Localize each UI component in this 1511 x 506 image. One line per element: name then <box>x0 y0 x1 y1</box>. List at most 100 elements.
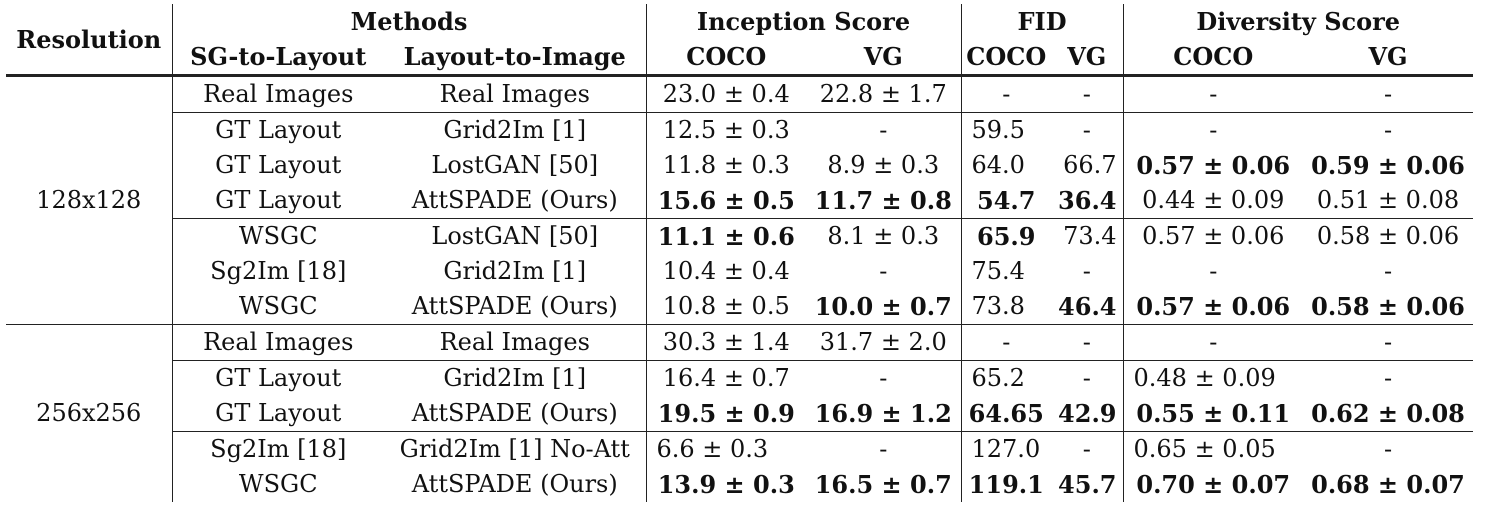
cell-l2i: AttSPADE (Ours) <box>384 289 646 325</box>
cell-fid-vg: - <box>1051 112 1123 148</box>
cell-is-vg: 8.9 ± 0.3 <box>827 151 940 179</box>
cell-ds-coco: - <box>1122 74 1303 113</box>
cell-is-vg: 16.9 ± 1.2 <box>814 399 952 428</box>
cell-ds-coco: 0.57 ± 0.06 <box>1122 218 1303 254</box>
cell-is-vg: 8.1 ± 0.3 <box>806 218 961 254</box>
header-fid-coco: COCO <box>960 39 1051 76</box>
table-row: WSGC AttSPADE (Ours) 10.8 ± 0.5 10.0 ± 0… <box>6 289 1473 325</box>
cell-is-vg: 11.7 ± 0.8 <box>814 186 952 215</box>
header-layout-to-image: Layout-to-Image <box>403 42 626 71</box>
cell-sg: Sg2Im [18] <box>171 254 384 289</box>
cell-fid-coco: 64.0 <box>960 148 1051 183</box>
cell-sg: GT Layout <box>171 360 384 396</box>
cell-sg: Sg2Im [18] <box>171 431 384 467</box>
cell-is-coco: 30.3 ± 1.4 <box>645 324 806 361</box>
header-is-vg: VG <box>863 42 903 71</box>
cell-ds-coco: 0.57 ± 0.06 <box>1122 289 1303 325</box>
table-row: GT Layout Grid2Im [1] 12.5 ± 0.3 - 59.5 … <box>6 112 1473 148</box>
cell-ds-coco: 0.55 ± 0.11 <box>1122 396 1303 432</box>
cell-fid-vg: - <box>1051 360 1123 396</box>
table-row: Sg2Im [18] Grid2Im [1] No-Att 6.6 ± 0.3 … <box>6 431 1473 467</box>
cell-is-coco: 15.6 ± 0.5 <box>645 183 806 219</box>
cell-ds-coco: 0.57 ± 0.06 <box>1122 148 1303 183</box>
cell-l2i: Grid2Im [1] No-Att <box>384 431 646 467</box>
cell-is-vg: 31.7 ± 2.0 <box>819 328 947 356</box>
header-fid-vg: VG <box>1067 42 1107 71</box>
cell-ds-vg: - <box>1303 74 1473 113</box>
header-methods: Methods <box>171 4 646 39</box>
group-resolution: 256x256 <box>6 324 172 502</box>
cell-is-coco: 19.5 ± 0.9 <box>645 396 806 432</box>
cell-ds-vg: - <box>1303 431 1473 467</box>
cell-is-coco: 23.0 ± 0.4 <box>645 74 806 113</box>
cell-sg: WSGC <box>171 289 384 325</box>
cell-is-vg: - <box>806 112 961 148</box>
header-ds-coco: COCO <box>1122 39 1303 76</box>
cell-l2i: AttSPADE (Ours) <box>411 399 618 427</box>
header-ds-vg: VG <box>1368 42 1408 71</box>
header-diversity-score: Diversity Score <box>1122 4 1473 39</box>
cell-ds-coco: - <box>1122 254 1303 289</box>
cell-ds-coco: 0.48 ± 0.09 <box>1122 360 1303 396</box>
cell-is-vg: 16.5 ± 0.7 <box>814 470 952 499</box>
cell-sg: WSGC <box>171 467 384 502</box>
cell-ds-vg: - <box>1383 328 1393 356</box>
cell-fid-coco: - <box>960 74 1051 113</box>
cell-l2i: AttSPADE (Ours) <box>411 186 618 214</box>
cell-sg: WSGC <box>171 218 384 254</box>
cell-sg: Real Images <box>171 324 384 361</box>
cell-is-coco: 12.5 ± 0.3 <box>645 112 806 148</box>
cell-l2i: Real Images <box>384 74 646 113</box>
cell-is-coco: 6.6 ± 0.3 <box>645 431 806 467</box>
cell-fid-vg: 36.4 <box>1058 186 1117 215</box>
cell-l2i: AttSPADE (Ours) <box>411 470 618 498</box>
cell-is-coco: 10.8 ± 0.5 <box>645 289 806 325</box>
cell-fid-vg: 66.7 <box>1063 151 1117 179</box>
cell-ds-vg: 0.68 ± 0.07 <box>1311 470 1465 499</box>
cell-l2i: Grid2Im [1] <box>384 360 646 396</box>
table-row: 256x256 Real Images Real Images 30.3 ± 1… <box>6 324 1473 502</box>
cell-ds-vg: 0.58 ± 0.06 <box>1303 218 1473 254</box>
cell-sg: GT Layout <box>171 183 384 219</box>
cell-sg: GT Layout <box>171 112 384 148</box>
cell-fid-coco: 65.9 <box>960 218 1051 254</box>
cell-ds-vg: 0.62 ± 0.08 <box>1311 399 1465 428</box>
cell-fid-vg: 73.4 <box>1051 218 1123 254</box>
cell-fid-vg: - <box>1082 328 1091 356</box>
cell-sg: Real Images <box>171 74 384 113</box>
cell-ds-coco: 0.70 ± 0.07 <box>1122 467 1303 502</box>
table-row: Sg2Im [18] Grid2Im [1] 10.4 ± 0.4 - 75.4… <box>6 254 1473 289</box>
cell-is-vg: - <box>806 360 961 396</box>
cell-is-coco: 16.4 ± 0.7 <box>645 360 806 396</box>
cell-sg: GT Layout <box>171 396 384 432</box>
cell-fid-coco: 73.8 <box>960 289 1051 325</box>
cell-fid-vg: - <box>1051 74 1123 113</box>
cell-l2i: Grid2Im [1] <box>384 112 646 148</box>
cell-l2i: LostGAN [50] <box>431 151 599 179</box>
cell-is-coco: 11.8 ± 0.3 <box>645 148 806 183</box>
cell-fid-coco: 59.5 <box>960 112 1051 148</box>
cell-l2i: Real Images <box>439 328 590 356</box>
group-resolution: 128x128 <box>6 74 172 325</box>
cell-ds-vg: 0.58 ± 0.06 <box>1303 289 1473 325</box>
cell-is-coco: 10.4 ± 0.4 <box>645 254 806 289</box>
header-inception-score: Inception Score <box>645 4 961 39</box>
table-row: GT Layout AttSPADE (Ours) 19.5 ± 0.9 16.… <box>6 396 1473 432</box>
table-row: WSGC AttSPADE (Ours) 13.9 ± 0.3 16.5 ± 0… <box>6 467 1473 502</box>
results-table: Resolution Methods Inception Score FID D… <box>6 4 1473 502</box>
cell-fid-coco: 54.7 <box>960 183 1051 219</box>
cell-is-coco: 13.9 ± 0.3 <box>645 467 806 502</box>
header-is-coco: COCO <box>645 39 806 76</box>
cell-l2i: LostGAN [50] <box>384 218 646 254</box>
table-row: GT Layout Grid2Im [1] 16.4 ± 0.7 - 65.2 … <box>6 360 1473 396</box>
cell-fid-coco: - <box>960 324 1051 361</box>
cell-is-vg: 22.8 ± 1.7 <box>806 74 961 113</box>
cell-is-coco: 11.1 ± 0.6 <box>645 218 806 254</box>
cell-ds-coco: 0.65 ± 0.05 <box>1122 431 1303 467</box>
table-row: 128x128 Real Images Real Images 23.0 ± 0… <box>6 74 1473 325</box>
cell-ds-vg: 0.51 ± 0.08 <box>1316 186 1460 214</box>
table-row: GT Layout AttSPADE (Ours) 15.6 ± 0.5 11.… <box>6 183 1473 219</box>
cell-fid-vg: - <box>1082 257 1091 285</box>
cell-fid-coco: 64.65 <box>960 396 1051 432</box>
